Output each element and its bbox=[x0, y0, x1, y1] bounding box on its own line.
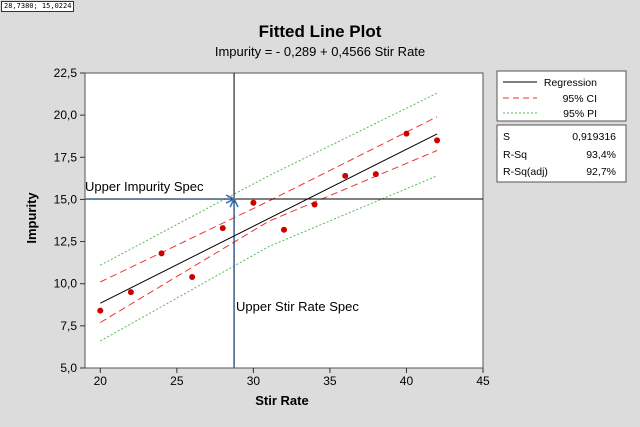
data-point bbox=[281, 226, 287, 233]
data-point bbox=[403, 130, 410, 137]
plot-area bbox=[84, 72, 484, 369]
y-axis-title: Impurity bbox=[24, 192, 39, 244]
stat-value-rsq: 93,4% bbox=[586, 149, 616, 161]
stats-box bbox=[496, 124, 627, 183]
chart-title: Fitted Line Plot bbox=[259, 22, 382, 41]
x-tick-label: 45 bbox=[476, 374, 490, 388]
annotation-upper-stir-rate-spec: Upper Stir Rate Spec bbox=[236, 299, 359, 314]
data-point bbox=[189, 273, 196, 280]
legend-label-ci: 95% CI bbox=[563, 93, 597, 105]
legend-label-regression: Regression bbox=[544, 77, 597, 89]
stir-rate-spec-arrowhead bbox=[229, 197, 239, 208]
y-tick-label: 22,5 bbox=[54, 66, 78, 80]
bands-layer bbox=[100, 92, 438, 342]
ci-upper-line bbox=[100, 116, 438, 283]
x-tick-label: 35 bbox=[323, 374, 337, 388]
stat-value-s: 0,919316 bbox=[572, 131, 616, 143]
pi-lower-line bbox=[100, 175, 438, 342]
legend-label-pi: 95% PI bbox=[563, 108, 597, 120]
coordinate-readout: 28,7380; 15,0224 bbox=[1, 1, 75, 12]
data-point bbox=[219, 225, 226, 232]
x-tick-label: 25 bbox=[170, 374, 184, 388]
legend-box bbox=[496, 70, 627, 122]
x-tick-label: 40 bbox=[400, 374, 414, 388]
stat-label-s: S bbox=[503, 131, 510, 143]
y-tick-label: 5,0 bbox=[60, 361, 77, 375]
y-axis: 5,0 7,5 10,0 12,5 15,0 17,5 20,0 22,5 bbox=[54, 66, 85, 375]
annotation-upper-impurity-spec: Upper Impurity Spec bbox=[85, 179, 204, 194]
y-tick-label: 20,0 bbox=[54, 108, 78, 122]
data-point bbox=[372, 171, 379, 178]
data-point bbox=[342, 172, 349, 179]
x-axis-title: Stir Rate bbox=[255, 393, 308, 408]
y-tick-label: 10,0 bbox=[54, 277, 78, 291]
data-point bbox=[97, 307, 104, 314]
y-tick-label: 7,5 bbox=[60, 319, 77, 333]
y-tick-label: 12,5 bbox=[54, 235, 78, 249]
x-tick-label: 30 bbox=[247, 374, 261, 388]
x-axis: 20 25 30 35 40 45 bbox=[94, 368, 490, 388]
stat-label-rsq: R-Sq bbox=[503, 149, 527, 161]
data-point bbox=[311, 201, 318, 208]
reference-lines-layer bbox=[85, 73, 483, 368]
data-point bbox=[434, 137, 441, 144]
data-point bbox=[158, 250, 165, 257]
stat-label-rsq-adj: R-Sq(adj) bbox=[503, 166, 548, 178]
y-tick-label: 17,5 bbox=[54, 150, 78, 164]
points-layer bbox=[97, 130, 441, 314]
y-tick-label: 15,0 bbox=[54, 192, 78, 206]
data-point bbox=[127, 289, 134, 296]
data-point bbox=[250, 199, 257, 206]
x-tick-label: 20 bbox=[94, 374, 108, 388]
stat-value-rsq-adj: 92,7% bbox=[586, 166, 616, 178]
regression-line bbox=[100, 133, 438, 304]
chart-subtitle: Impurity = - 0,289 + 0,4566 Stir Rate bbox=[215, 44, 425, 59]
